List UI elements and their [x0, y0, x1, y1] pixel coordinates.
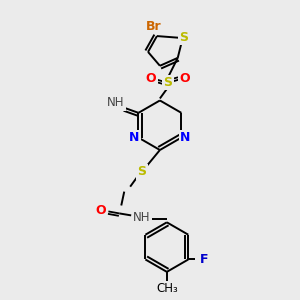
Text: S: S	[163, 76, 172, 89]
Text: NH: NH	[133, 211, 151, 224]
Text: N: N	[180, 131, 190, 144]
Text: N: N	[129, 131, 140, 144]
Text: Br: Br	[146, 20, 162, 33]
Text: O: O	[179, 72, 190, 85]
Text: NH: NH	[107, 96, 124, 110]
Text: S: S	[138, 165, 147, 178]
Text: S: S	[179, 31, 188, 44]
Text: O: O	[95, 204, 106, 217]
Text: F: F	[200, 253, 208, 266]
Text: CH₃: CH₃	[156, 282, 178, 295]
Text: O: O	[146, 72, 156, 85]
